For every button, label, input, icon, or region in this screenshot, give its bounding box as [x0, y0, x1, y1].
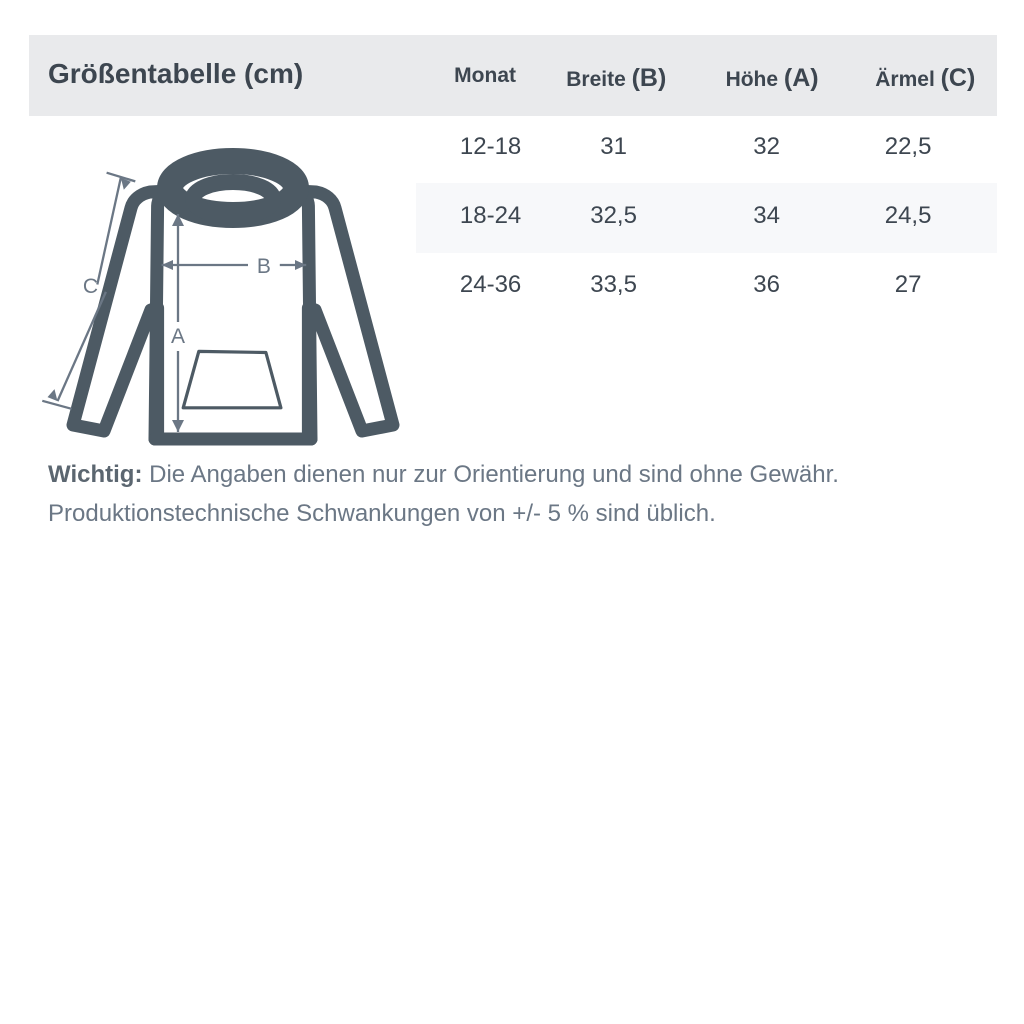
svg-text:C: C: [83, 275, 98, 298]
svg-text:A: A: [171, 325, 185, 348]
svg-text:B: B: [257, 255, 271, 278]
